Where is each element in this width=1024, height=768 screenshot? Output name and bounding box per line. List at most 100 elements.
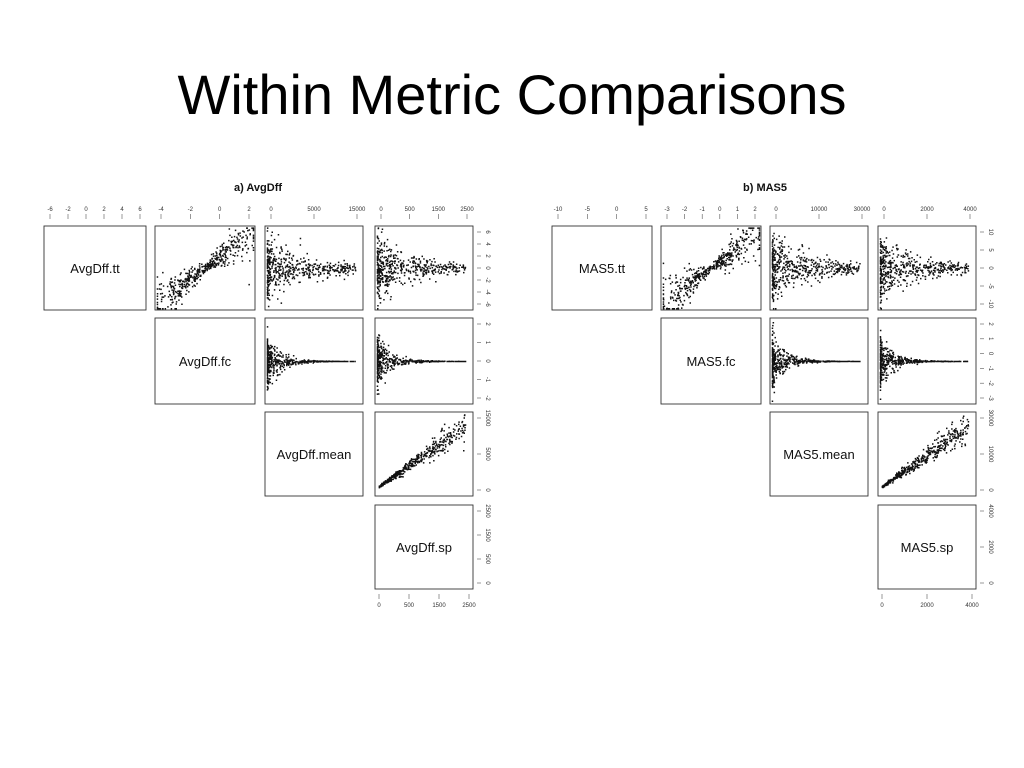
variable-label: AvgDff.mean	[277, 447, 352, 462]
tick-label: 2500	[462, 603, 476, 609]
scatter-points	[662, 227, 761, 310]
tick-label: 0	[774, 207, 778, 213]
tick-label: 2500	[460, 207, 474, 213]
tick-label: 30000	[987, 410, 993, 427]
scatter-points	[266, 326, 356, 391]
tick-label: 2	[987, 322, 993, 326]
tick-label: 500	[484, 554, 490, 565]
tick-label: 6	[484, 230, 490, 234]
tick-label: 2	[484, 254, 490, 258]
tick-label: 2000	[920, 603, 934, 609]
tick-label: 10000	[811, 207, 828, 213]
variable-label: MAS5.fc	[686, 354, 736, 369]
scatter-points	[266, 227, 357, 308]
tick-label: 0	[379, 207, 383, 213]
scatter-points	[879, 329, 969, 400]
tick-label: 1500	[484, 528, 490, 542]
tick-label: 0	[987, 352, 993, 356]
tick-label: -4	[484, 289, 490, 295]
tick-label: 0	[484, 488, 490, 492]
diagonal-panel	[264, 411, 364, 497]
tick-label: -2	[188, 207, 194, 213]
tick-label: -1	[484, 377, 490, 383]
tick-label: -10	[987, 300, 993, 309]
tick-label: -1	[700, 207, 706, 213]
scatter-points	[771, 232, 861, 310]
tick-label: -3	[987, 395, 993, 401]
tick-label: -2	[484, 277, 490, 283]
tick-label: -5	[585, 207, 591, 213]
scatter-points	[376, 334, 467, 395]
scatter-panel	[769, 225, 869, 311]
tick-label: 10	[987, 229, 993, 236]
tick-label: 0	[615, 207, 619, 213]
tick-label: 4000	[963, 207, 977, 213]
variable-label: AvgDff.tt	[70, 261, 120, 276]
tick-label: 0	[882, 207, 886, 213]
tick-label: 2	[102, 207, 106, 213]
tick-label: 10000	[987, 446, 993, 463]
tick-label: 0	[987, 581, 993, 585]
tick-label: 0	[84, 207, 88, 213]
tick-label: 1500	[432, 207, 446, 213]
tick-label: 4000	[987, 504, 993, 518]
tick-label: -6	[47, 207, 53, 213]
slide-title: Within Metric Comparisons	[177, 63, 847, 126]
tick-label: -2	[65, 207, 71, 213]
tick-label: 5000	[484, 447, 490, 461]
tick-label: -1	[987, 366, 993, 372]
tick-label: 1500	[432, 603, 446, 609]
scatter-panel	[877, 411, 977, 497]
tick-label: 0	[880, 603, 884, 609]
scatter-points	[881, 415, 970, 489]
diagonal-panel	[769, 411, 869, 497]
scatter-points	[376, 227, 467, 310]
panel-title: b) MAS5	[743, 182, 787, 194]
tick-label: 2	[484, 322, 490, 326]
tick-label: -2	[682, 207, 688, 213]
tick-label: 500	[405, 207, 416, 213]
tick-label: 0	[269, 207, 273, 213]
tick-label: 30000	[854, 207, 871, 213]
tick-label: -4	[158, 207, 164, 213]
diagonal-panel	[43, 225, 147, 311]
variable-label: MAS5.sp	[901, 540, 954, 555]
tick-label: 2000	[987, 540, 993, 554]
panel-title: a) AvgDff	[234, 182, 282, 194]
tick-label: 0	[484, 581, 490, 585]
variable-label: MAS5.mean	[783, 447, 855, 462]
tick-label: -6	[484, 301, 490, 307]
diagonal-panel	[660, 317, 762, 405]
tick-label: 15000	[484, 410, 490, 427]
tick-label: 5000	[307, 207, 321, 213]
tick-label: 2	[753, 207, 757, 213]
diagonal-panel	[374, 504, 474, 590]
variable-label: MAS5.tt	[579, 261, 626, 276]
tick-label: -3	[664, 207, 670, 213]
diagonal-panel	[154, 317, 256, 405]
scatter-points	[879, 237, 970, 310]
tick-label: 1	[987, 337, 993, 341]
variable-label: AvgDff.fc	[179, 354, 232, 369]
tick-label: 0	[484, 266, 490, 270]
tick-label: 4	[484, 242, 490, 246]
tick-label: -2	[987, 381, 993, 387]
tick-label: 0	[484, 359, 490, 363]
diagonal-panel	[877, 504, 977, 590]
tick-label: 0	[218, 207, 222, 213]
tick-label: 4000	[965, 603, 979, 609]
tick-label: -5	[987, 283, 993, 289]
tick-label: -10	[554, 207, 563, 213]
tick-label: 0	[987, 266, 993, 270]
tick-label: 2500	[484, 504, 490, 518]
tick-label: 1	[484, 341, 490, 345]
scatter-points	[378, 414, 467, 489]
diagonal-panel	[551, 225, 653, 311]
tick-label: 0	[377, 603, 381, 609]
tick-label: -2	[484, 395, 490, 401]
tick-label: 4	[120, 207, 124, 213]
tick-label: 500	[404, 603, 415, 609]
scatterplot-matrix-2: b) MAS5-10 -5 0 5 -3 -2 -1 0 1 2 0 10000 30000 0 2000 4…	[551, 182, 993, 609]
scatterplot-matrix-1: a) AvgDff-6 -2 0 2 4 6 -4 -2 0 2 0 5000 15000 0 500 150…	[43, 182, 490, 609]
tick-label: 5	[987, 248, 993, 252]
